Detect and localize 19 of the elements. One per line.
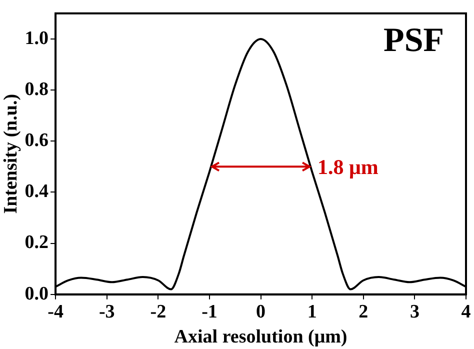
x-tick-label: 1 <box>307 302 317 323</box>
x-tick-label: -2 <box>150 302 166 323</box>
x-tick-label: 0 <box>256 302 266 323</box>
x-tick-label: -1 <box>202 302 218 323</box>
y-tick-label: 0.0 <box>24 283 49 304</box>
y-tick-label: 0.4 <box>24 181 50 202</box>
annotation: 1.8 μm <box>318 155 379 180</box>
chart-title: PSF <box>384 22 444 60</box>
y-tick-label: 0.6 <box>24 130 49 152</box>
y-tick-label: 0.8 <box>24 78 49 100</box>
y-axis-title: Intensity (n.u.) <box>0 94 22 214</box>
x-axis-title: Axial resolution (μm) <box>174 326 348 348</box>
x-tick-label: 2 <box>358 302 368 323</box>
y-tick-label: 1.0 <box>24 28 49 49</box>
x-tick-label: -3 <box>98 302 115 323</box>
x-tick-label: -4 <box>48 302 64 323</box>
x-tick-label: 4 <box>461 302 472 323</box>
x-tick-label: 3 <box>410 302 420 323</box>
y-tick-label: 0.2 <box>24 232 49 254</box>
